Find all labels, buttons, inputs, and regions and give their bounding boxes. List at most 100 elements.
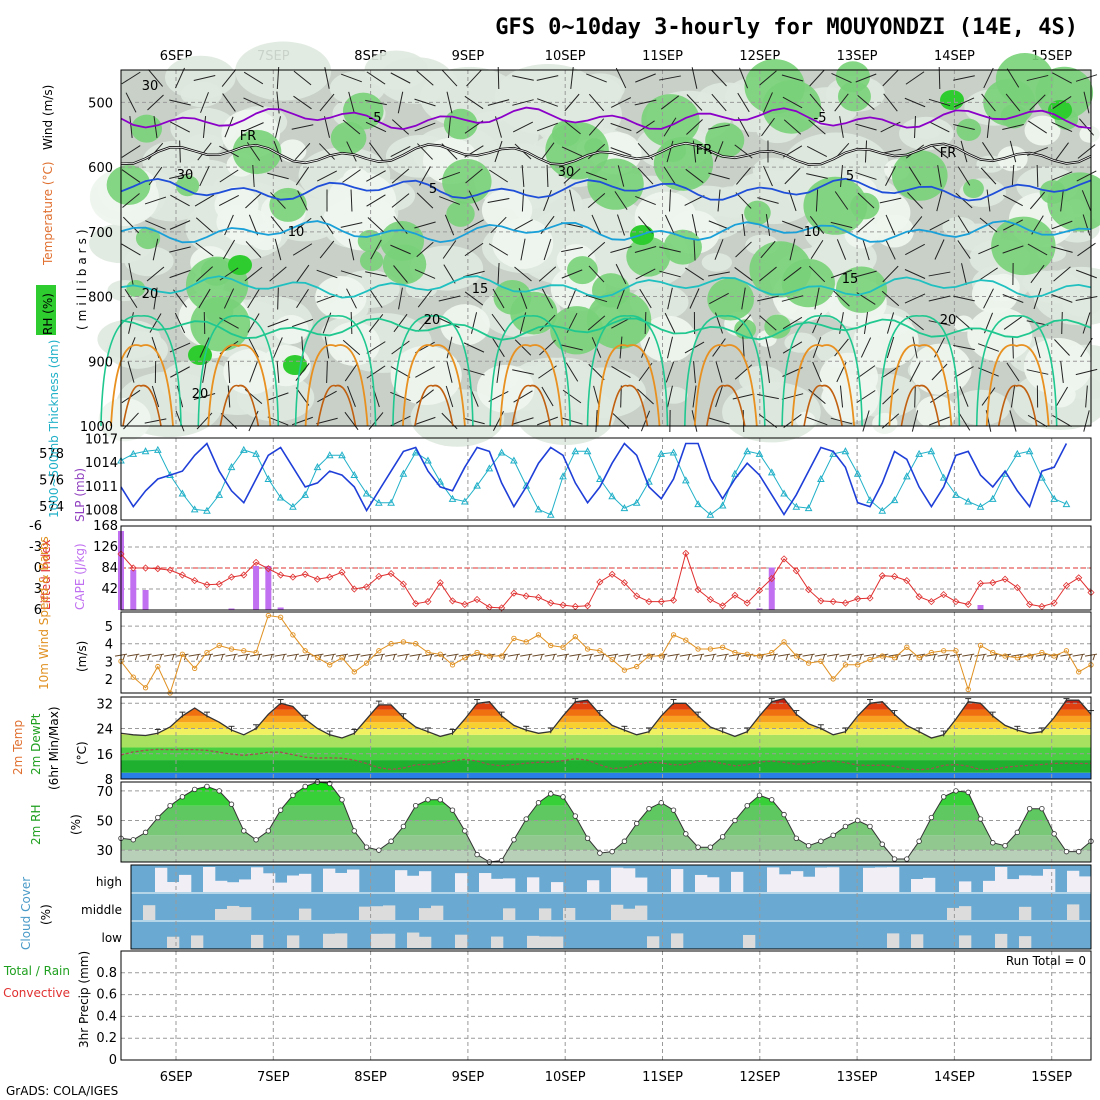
isotherm-25-bulge [304,344,369,427]
wind-barb [121,71,141,85]
wind10m-point [425,649,431,656]
cloud-bar [179,874,192,892]
cape-bar [130,570,137,610]
wind-barb [708,172,730,180]
wind-barb [978,244,999,255]
wind-barb [809,93,825,112]
rh-point [855,817,861,824]
li-point [719,602,727,610]
wind-barb [882,388,899,405]
wind-barb [1083,91,1090,114]
wind-barb [1034,336,1041,359]
wind10m-barb-flag [773,653,777,661]
thickness-point [767,468,776,476]
wind-barb [961,263,967,285]
cloud-bar [611,904,624,920]
wind10m-point [916,655,922,661]
wind-barb [417,314,433,332]
wind-barb [714,239,724,260]
wind-barb [197,142,212,161]
rh-point [535,800,542,806]
pressure-tick: 600 [88,161,113,176]
wind-barb [570,67,574,89]
wind10m-point [1014,655,1020,661]
wind-barb [781,295,804,302]
wind10m-barb-flag [269,653,273,661]
wind10m-point [204,649,210,656]
wind-barb [244,266,263,282]
wind-barb [125,92,137,113]
wind-barb [414,416,436,426]
cloud-bar [803,876,816,892]
rh-blob-dry [639,315,696,363]
rh-point [1026,805,1033,812]
wind-barb [340,270,363,278]
wind-barb [928,271,951,277]
wind-barb [446,361,453,383]
rh-point [683,831,689,837]
cloud-bar [959,881,972,892]
wind-barb [319,93,335,112]
wind-barb [129,116,133,138]
wind-barb [904,269,926,279]
rh-point [204,783,210,790]
cloud-bar [1007,879,1020,892]
wind-barb [1036,164,1039,188]
wind-barb [561,246,583,253]
upper-air-frame [120,69,1092,427]
cloud-bar [335,933,348,948]
date-label: 13SEP [837,1070,878,1085]
rh-blob-moist [899,116,954,151]
wind-barb [317,390,337,403]
li-point [792,567,800,575]
wind-barb [293,217,312,233]
wind-barb [1080,337,1093,358]
rh-point [228,801,235,807]
wind-barb [219,194,239,207]
temp-minmax-label: (6hr Min/Max) [47,707,61,791]
wind10m-point [977,642,984,649]
wind-barb [883,93,898,112]
wind-barb [761,117,775,137]
wind-barb [468,190,480,211]
wind-barb [834,338,849,357]
thickness-point [227,463,236,471]
wind-barb [243,122,264,132]
wind-barb [296,289,309,308]
wind10m-point [388,641,394,647]
wind10m-point [486,653,493,659]
wind-barb [221,69,237,87]
wind-barb [567,288,577,309]
wind-barb [224,116,234,138]
wind10m-point [867,656,873,663]
wind-barb [881,290,900,307]
li-point [989,579,997,587]
wind-barb [783,266,802,282]
wind10m-point [523,639,529,645]
wind-barb [1003,316,1023,330]
cloud-level-low: low [102,931,123,945]
wind10m-point [941,648,947,654]
temp-tick: 16 [96,748,113,763]
wind-barb [537,98,558,107]
thickness-point [988,494,997,502]
wind-barb [561,269,583,279]
li-point [547,599,555,607]
cloud-bar [479,873,492,892]
rh-tick: 30 [96,844,113,859]
wind10m-barb-flag [982,653,985,661]
li-point [375,572,383,580]
rh-blob-wet [131,114,163,143]
wind10m-point [707,646,714,652]
wind10m-point [179,651,186,657]
wind10m-barb-flag [331,653,335,661]
cloud-bar [383,905,396,920]
cape-li-frame [120,525,1092,611]
thickness-point [706,510,715,518]
cloud-cover-panel [130,864,1092,950]
cloud-bar [455,873,468,892]
li-point [805,586,813,594]
cape-label: CAPE (J/kg) [73,543,87,610]
wind-barb [855,270,877,278]
wind10m-barb-flag [699,653,703,661]
